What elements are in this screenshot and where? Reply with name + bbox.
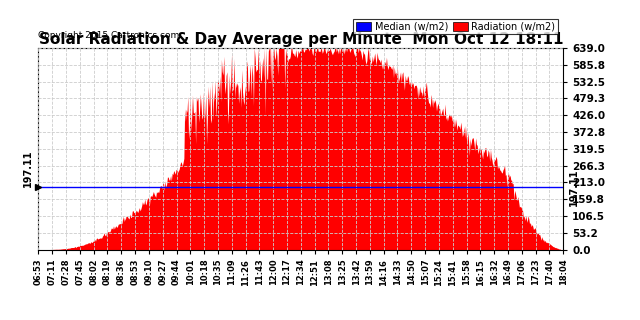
Title: Solar Radiation & Day Average per Minute  Mon Oct 12 18:11: Solar Radiation & Day Average per Minute… bbox=[38, 32, 563, 47]
Text: 197.11: 197.11 bbox=[568, 169, 579, 206]
Text: 197.11: 197.11 bbox=[23, 150, 33, 188]
Legend: Median (w/m2), Radiation (w/m2): Median (w/m2), Radiation (w/m2) bbox=[353, 19, 558, 35]
Text: Copyright 2015 Cartronics.com: Copyright 2015 Cartronics.com bbox=[38, 31, 180, 40]
